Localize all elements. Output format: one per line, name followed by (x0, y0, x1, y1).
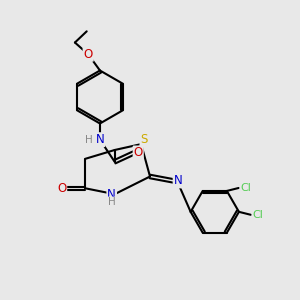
Text: O: O (57, 182, 66, 195)
Text: O: O (134, 146, 143, 159)
Text: N: N (96, 133, 104, 146)
Text: N: N (174, 174, 182, 188)
Text: S: S (140, 133, 148, 146)
Text: N: N (107, 188, 116, 201)
Text: H: H (108, 197, 116, 207)
Text: Cl: Cl (241, 183, 251, 193)
Text: O: O (83, 48, 93, 61)
Text: Cl: Cl (253, 210, 263, 220)
Text: H: H (85, 135, 93, 145)
